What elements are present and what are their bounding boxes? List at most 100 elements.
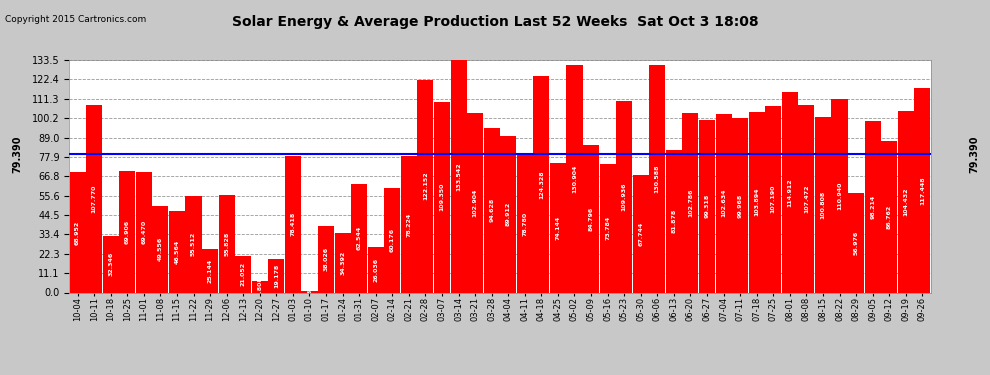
Bar bbox=[69, 172, 85, 292]
Bar bbox=[500, 136, 516, 292]
Bar bbox=[301, 291, 318, 292]
Text: Copyright 2015 Cartronics.com: Copyright 2015 Cartronics.com bbox=[5, 15, 147, 24]
Text: 107.190: 107.190 bbox=[771, 185, 776, 213]
Text: 46.564: 46.564 bbox=[174, 240, 179, 264]
Text: 32.346: 32.346 bbox=[108, 252, 113, 276]
Text: 78.418: 78.418 bbox=[290, 212, 295, 236]
Bar bbox=[484, 128, 500, 292]
Text: 25.144: 25.144 bbox=[208, 258, 213, 283]
Bar bbox=[534, 76, 549, 292]
Bar bbox=[915, 88, 931, 292]
Text: 49.556: 49.556 bbox=[157, 237, 163, 261]
Text: 60.176: 60.176 bbox=[390, 228, 395, 252]
Bar bbox=[699, 120, 715, 292]
Bar bbox=[881, 141, 897, 292]
Text: 117.448: 117.448 bbox=[920, 176, 925, 204]
Bar bbox=[798, 105, 815, 292]
Text: 84.796: 84.796 bbox=[588, 207, 594, 231]
Text: 89.912: 89.912 bbox=[506, 202, 511, 226]
Text: 124.328: 124.328 bbox=[539, 170, 544, 198]
Bar bbox=[434, 102, 450, 292]
Bar bbox=[649, 65, 665, 292]
Bar bbox=[666, 150, 682, 292]
Bar bbox=[136, 171, 151, 292]
Text: 79.390: 79.390 bbox=[12, 135, 22, 173]
Bar bbox=[898, 111, 914, 292]
Bar bbox=[549, 164, 566, 292]
Text: 55.828: 55.828 bbox=[224, 232, 229, 256]
Bar bbox=[600, 164, 616, 292]
Bar bbox=[566, 64, 582, 292]
Text: 102.634: 102.634 bbox=[721, 189, 726, 217]
Bar bbox=[418, 80, 434, 292]
Text: 1.030: 1.030 bbox=[307, 284, 312, 304]
Bar bbox=[583, 145, 599, 292]
Text: 130.588: 130.588 bbox=[654, 165, 659, 193]
Bar bbox=[467, 113, 483, 292]
Text: 21.052: 21.052 bbox=[241, 262, 246, 286]
Bar bbox=[202, 249, 218, 292]
Bar bbox=[616, 101, 633, 292]
Text: 78.780: 78.780 bbox=[523, 212, 528, 236]
Text: 67.744: 67.744 bbox=[639, 221, 644, 246]
Text: 56.976: 56.976 bbox=[853, 231, 858, 255]
Text: 109.350: 109.350 bbox=[440, 183, 445, 211]
Bar bbox=[401, 156, 417, 292]
Text: 122.152: 122.152 bbox=[423, 172, 428, 201]
Bar bbox=[815, 117, 831, 292]
Text: 6.808: 6.808 bbox=[257, 277, 262, 297]
Bar bbox=[152, 206, 168, 292]
Bar bbox=[848, 193, 864, 292]
Text: 107.770: 107.770 bbox=[92, 184, 97, 213]
Text: 99.318: 99.318 bbox=[705, 194, 710, 218]
Text: 114.912: 114.912 bbox=[787, 178, 792, 207]
Bar bbox=[782, 92, 798, 292]
Bar bbox=[765, 106, 781, 292]
Text: 19.178: 19.178 bbox=[274, 264, 279, 288]
Bar bbox=[251, 280, 268, 292]
Bar bbox=[185, 196, 202, 292]
Text: 130.904: 130.904 bbox=[572, 164, 577, 193]
Bar bbox=[682, 114, 699, 292]
Text: 26.036: 26.036 bbox=[373, 258, 378, 282]
Bar bbox=[716, 114, 732, 292]
Text: 109.936: 109.936 bbox=[622, 183, 627, 211]
Text: 102.904: 102.904 bbox=[472, 189, 477, 217]
Text: 104.432: 104.432 bbox=[903, 187, 908, 216]
Text: 73.784: 73.784 bbox=[605, 216, 610, 240]
Bar bbox=[832, 99, 847, 292]
Text: 107.472: 107.472 bbox=[804, 184, 809, 213]
Bar bbox=[318, 226, 334, 292]
Text: 98.214: 98.214 bbox=[870, 195, 875, 219]
Text: 74.144: 74.144 bbox=[555, 216, 560, 240]
Bar bbox=[103, 236, 119, 292]
Bar bbox=[86, 105, 102, 292]
Text: 100.808: 100.808 bbox=[821, 190, 826, 219]
Bar bbox=[384, 188, 400, 292]
Bar bbox=[367, 247, 384, 292]
Text: Solar Energy & Average Production Last 52 Weeks  Sat Oct 3 18:08: Solar Energy & Average Production Last 5… bbox=[232, 15, 758, 29]
Text: 62.544: 62.544 bbox=[356, 226, 361, 250]
Bar bbox=[732, 118, 748, 292]
Bar bbox=[285, 156, 301, 292]
Bar bbox=[633, 174, 648, 292]
Bar bbox=[351, 184, 367, 292]
Text: 133.542: 133.542 bbox=[456, 162, 461, 190]
Text: 69.906: 69.906 bbox=[125, 220, 130, 244]
Text: 103.894: 103.894 bbox=[754, 188, 759, 216]
Text: 34.392: 34.392 bbox=[341, 251, 346, 274]
Text: 38.026: 38.026 bbox=[324, 248, 329, 272]
Text: 78.224: 78.224 bbox=[406, 212, 412, 237]
Text: 94.628: 94.628 bbox=[489, 198, 494, 222]
Text: 81.878: 81.878 bbox=[671, 209, 676, 233]
Bar bbox=[517, 155, 533, 292]
Text: 68.952: 68.952 bbox=[75, 220, 80, 245]
Bar bbox=[119, 171, 136, 292]
Bar bbox=[335, 232, 350, 292]
Bar bbox=[219, 195, 235, 292]
Bar bbox=[748, 111, 764, 292]
Bar bbox=[236, 256, 251, 292]
Bar bbox=[268, 259, 284, 292]
Text: 69.470: 69.470 bbox=[142, 220, 147, 244]
Text: 99.968: 99.968 bbox=[738, 194, 742, 217]
